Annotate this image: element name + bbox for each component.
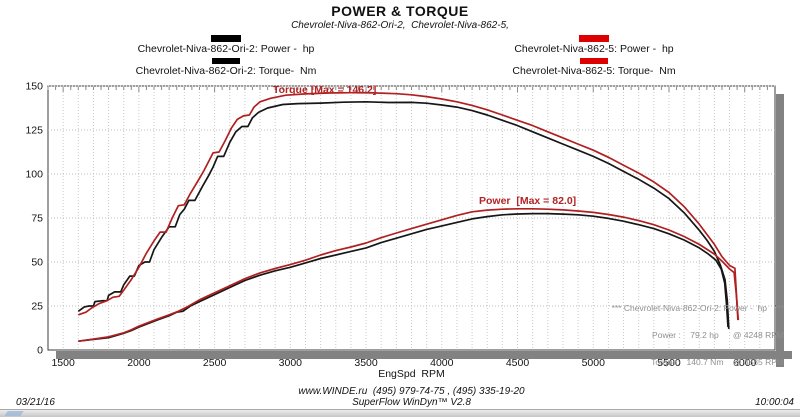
plot-shadow-bottom [56, 351, 792, 359]
y-tick-label: 75 [31, 213, 43, 225]
series-3 [78, 207, 740, 343]
readout-run-line: *** Chevrolet-Niva-862-Ori-2: Power - hp… [611, 303, 784, 313]
cursor-readout: *** Chevrolet-Niva-862-Ori-2: Power - hp… [384, 286, 784, 385]
power-max-annotation: Power [Max = 82.0] [479, 195, 577, 207]
torque-max-annotation: Torque [Max = 146.2] [273, 84, 377, 96]
legend-swatch-ori2-power [211, 35, 241, 42]
readout-power-line: Power : 79.2 hp @ 4248 RPM [652, 330, 784, 340]
x-tick-label: 6000 [733, 357, 757, 369]
x-tick-label: 4500 [506, 357, 530, 369]
x-tick-label: 1500 [51, 357, 75, 369]
y-tick-label: 100 [25, 169, 43, 181]
legend-label-8625-torque: Chevrolet-Niva-862-5: Torque- Nm [512, 65, 676, 77]
page-title: POWER & TORQUE [331, 3, 469, 19]
x-tick-label: 3000 [279, 357, 303, 369]
footer-contact: www.WINDE.ru (495) 979-74-75 , (495) 335… [298, 386, 525, 397]
legend-swatch-8625-power [579, 35, 609, 42]
legend-run-862-5: Chevrolet-Niva-862-5: Power - hp Chevrol… [444, 35, 744, 77]
chart-subtitle: Chevrolet-Niva-862-Ori-2, Chevrolet-Niva… [291, 20, 509, 31]
window-bottom-border [0, 409, 800, 417]
y-tick-label: 125 [25, 125, 43, 137]
x-tick-label: 4000 [430, 357, 454, 369]
readout-torque-line: Torque: 140.7 Nm @ 3885 RPM [651, 357, 784, 367]
x-tick-label: 3500 [354, 357, 378, 369]
legend-swatch-8625-torque [580, 58, 608, 64]
x-tick-label: 5500 [657, 357, 681, 369]
y-tick-label: 0 [37, 345, 43, 357]
y-tick-label: 150 [25, 81, 43, 93]
y-tick-label: 50 [31, 257, 43, 269]
x-axis-title: EngSpd RPM [378, 368, 445, 380]
legend-label-8625-power: Chevrolet-Niva-862-5: Power - hp [514, 43, 674, 55]
window-resize-corner [4, 411, 24, 416]
legend-label-ori2-torque: Chevrolet-Niva-862-Ori-2: Torque- Nm [135, 65, 317, 77]
series-1 [78, 91, 739, 321]
y-tick-label: 25 [31, 301, 43, 313]
x-tick-label: 5000 [582, 357, 606, 369]
legend-run-ori2: Chevrolet-Niva-862-Ori-2: Power - hp Che… [76, 35, 376, 77]
x-tick-label: 2000 [127, 357, 151, 369]
series-0 [77, 100, 730, 329]
x-tick-label: 2500 [203, 357, 227, 369]
legend-swatch-ori2-torque [212, 58, 240, 64]
footer-time: 10:00:04 [755, 397, 794, 408]
legend-label-ori2-power: Chevrolet-Niva-862-Ori-2: Power - hp [137, 43, 315, 55]
plot-shadow-right [776, 94, 784, 367]
footer-date: 03/21/16 [16, 397, 55, 408]
footer-software: SuperFlow WinDyn™ V2.8 [352, 397, 471, 408]
